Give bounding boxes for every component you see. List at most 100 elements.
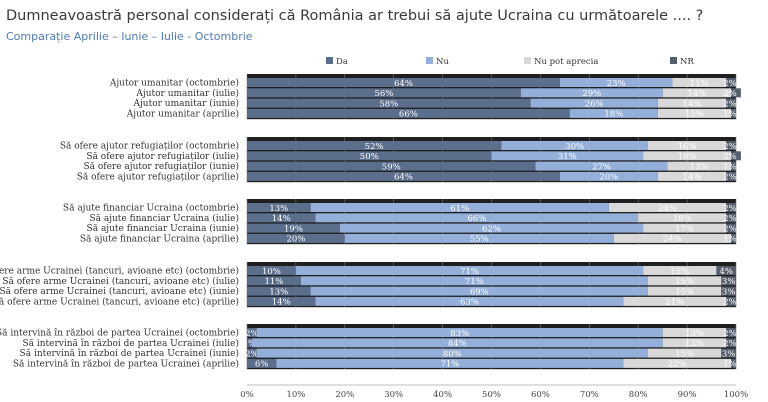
- bar-segment: [726, 296, 736, 306]
- bar-segment: [647, 141, 727, 150]
- category-label: Să ofere arme Ucrainei (tancuri, avioane…: [0, 296, 239, 307]
- bar-segment: [662, 338, 727, 348]
- data-label: 2%: [245, 349, 259, 359]
- bar-segment: [623, 296, 727, 306]
- data-label: 26%: [585, 99, 604, 109]
- bar-segment: [256, 348, 648, 358]
- bar-segment: [643, 266, 717, 275]
- bar-segment: [247, 358, 277, 368]
- bar-segment: [501, 141, 648, 150]
- data-label: 71%: [440, 360, 459, 370]
- bar-segment: [247, 266, 296, 275]
- data-label: 1%: [243, 339, 257, 349]
- category-label: Să ofere arme Ucrainei (tancuri, avioane…: [0, 266, 239, 277]
- bar-segment: [726, 78, 736, 87]
- data-label: 62%: [482, 224, 501, 234]
- data-label: 1%: [723, 110, 737, 120]
- bar-segment: [247, 338, 252, 348]
- bar-segment: [530, 98, 658, 108]
- category-label: Să ofere arme Ucrainei (tancuri, avioane…: [0, 286, 239, 297]
- bar-segment: [608, 203, 727, 212]
- bar-segment: [726, 171, 736, 181]
- bar-segment: [247, 203, 311, 212]
- x-tick-label: 100%: [724, 390, 748, 400]
- data-label: 6%: [255, 360, 269, 370]
- bar-segment: [731, 88, 741, 98]
- data-label: 27%: [592, 162, 611, 172]
- bar-segment: [731, 108, 736, 118]
- data-label: 14%: [272, 298, 291, 308]
- category-label: Să ofere ajutor refugiaților (octombrie): [60, 141, 239, 152]
- data-label: 17%: [675, 224, 694, 234]
- bar-segment: [731, 358, 736, 368]
- legend-label: Nu: [436, 57, 449, 67]
- data-label: 14%: [683, 173, 702, 183]
- data-label: 15%: [685, 110, 704, 120]
- bar-segment: [247, 276, 301, 286]
- category-label: Să ofere ajutor refugiaților (iulie): [86, 151, 239, 162]
- data-label: 64%: [394, 79, 413, 89]
- bar-segment: [613, 233, 732, 243]
- bar-segment: [731, 161, 736, 171]
- data-label: 3%: [722, 349, 736, 359]
- data-label: 56%: [374, 89, 393, 99]
- data-label: 15%: [675, 277, 694, 287]
- bar-segment: [716, 266, 736, 275]
- category-label: Să ofere ajutor refugiaților (aprilie): [77, 171, 239, 182]
- bar-segment: [247, 223, 340, 233]
- category-label: Ajutor umanitar (aprilie): [126, 108, 239, 119]
- data-label: 16%: [678, 142, 697, 152]
- bar-segment: [657, 98, 727, 108]
- legend-swatch: [426, 57, 433, 64]
- bar-segment: [344, 233, 614, 243]
- bar-segment: [726, 328, 736, 337]
- data-label: 50%: [360, 152, 379, 162]
- bar-segment: [643, 223, 727, 233]
- data-label: 19%: [284, 224, 303, 234]
- bar-segment: [647, 348, 722, 358]
- bar-segment: [339, 223, 644, 233]
- data-label: 63%: [460, 298, 479, 308]
- data-label: 2%: [723, 173, 737, 183]
- bar-segment: [726, 141, 736, 150]
- x-tick-label: 60%: [531, 390, 550, 400]
- category-label: Să intervină în război de partea Ucraine…: [20, 348, 239, 359]
- category-label: Să ajute financiar Ucraina (aprilie): [80, 233, 239, 244]
- bar-segment: [643, 151, 732, 161]
- bar-segment: [247, 161, 536, 171]
- bar-segment: [731, 151, 741, 161]
- bar-segment: [256, 328, 663, 337]
- data-label: 15%: [675, 287, 694, 297]
- category-label: Să intervină în război de partea Ucraine…: [13, 358, 239, 369]
- bar-segment: [300, 276, 648, 286]
- bar-segment: [247, 296, 316, 306]
- bar-segment: [638, 213, 727, 223]
- data-label: 1%: [723, 360, 737, 370]
- data-label: 3%: [722, 277, 736, 287]
- data-label: 1%: [723, 162, 737, 172]
- bar-segment: [520, 88, 663, 98]
- data-label: 13%: [685, 339, 704, 349]
- bar-segment: [662, 328, 727, 337]
- data-label: 23%: [607, 79, 626, 89]
- data-label: 3%: [722, 287, 736, 297]
- bar-segment: [721, 348, 736, 358]
- bar-segment: [657, 108, 732, 118]
- category-label: Să ajute financiar Ucraina (iunie): [87, 223, 239, 234]
- data-label: 15%: [675, 349, 694, 359]
- category-label: Să ofere ajutor refugiaților (iunie): [83, 161, 239, 172]
- bar-segment: [247, 328, 257, 337]
- data-label: 18%: [604, 110, 623, 120]
- data-label: 14%: [272, 214, 291, 224]
- x-tick-label: 50%: [482, 390, 501, 400]
- data-label: 11%: [690, 79, 709, 89]
- data-label: 80%: [443, 349, 462, 359]
- data-label: 58%: [379, 99, 398, 109]
- chart-subtitle: Comparație Aprilie – Iunie – Iulie - Oct…: [6, 30, 253, 43]
- bar-segment: [535, 161, 668, 171]
- data-label: 2%: [723, 214, 737, 224]
- x-tick-label: 80%: [629, 390, 648, 400]
- bar-segment: [726, 223, 736, 233]
